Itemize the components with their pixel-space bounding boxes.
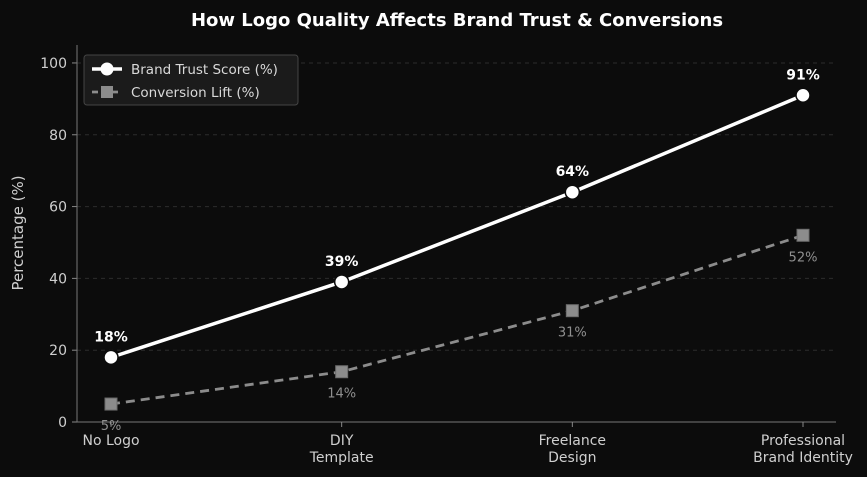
conversion-lift-point (335, 365, 349, 379)
brand-trust-data-label: 91% (786, 67, 820, 83)
brand-trust-data-label: 39% (325, 254, 359, 270)
brand-trust-line (110, 93, 804, 360)
conversion-lift-point (104, 397, 118, 411)
data-labels: 18% 39% 64% 91% 5% 14% 31% 52% (94, 67, 820, 434)
legend-box (83, 54, 299, 106)
brand-trust-point (333, 274, 350, 290)
y-tick-label: 60 (49, 200, 67, 216)
legend: Brand Trust Score (%) Conversion Lift (%) (83, 54, 299, 106)
x-tick-label: No Logo (82, 433, 139, 449)
brand-trust-data-label: 18% (94, 329, 128, 345)
x-tick-label: DIY Template (309, 433, 374, 466)
legend-marker-circle (100, 62, 114, 76)
brand-trust-point (795, 87, 811, 104)
legend-marker-square (101, 86, 113, 98)
axes: 0 20 40 60 80 100 No Logo DIY Template Freelance D… (40, 45, 853, 466)
conversion-lift-line (110, 233, 804, 406)
y-axis-label: Percentage (%) (9, 175, 27, 290)
legend-label-conversion-lift: Conversion Lift (%) (131, 85, 260, 101)
x-tick-label: Freelance Design (539, 433, 606, 466)
y-tick-label: 40 (49, 271, 67, 287)
conversion-lift-data-label: 31% (558, 326, 587, 341)
conversion-lift-point (796, 228, 810, 242)
brand-trust-point (103, 349, 119, 366)
brand-trust-point (564, 184, 581, 200)
chart-title: How Logo Quality Affects Brand Trust & C… (191, 10, 723, 31)
y-tick-label: 0 (58, 415, 67, 431)
y-tick-label: 100 (40, 56, 67, 72)
x-tick-label: Professional Brand Identity (753, 433, 853, 466)
legend-label-brand-trust: Brand Trust Score (%) (131, 62, 278, 78)
y-tick-label: 80 (49, 128, 67, 144)
series-group (103, 87, 811, 411)
conversion-lift-data-label: 5% (101, 419, 122, 434)
conversion-lift-data-label: 14% (327, 387, 356, 402)
conversion-lift-point (565, 304, 579, 318)
y-tick-label: 20 (49, 343, 67, 359)
conversion-lift-data-label: 52% (789, 250, 818, 265)
brand-trust-data-label: 64% (556, 164, 590, 180)
